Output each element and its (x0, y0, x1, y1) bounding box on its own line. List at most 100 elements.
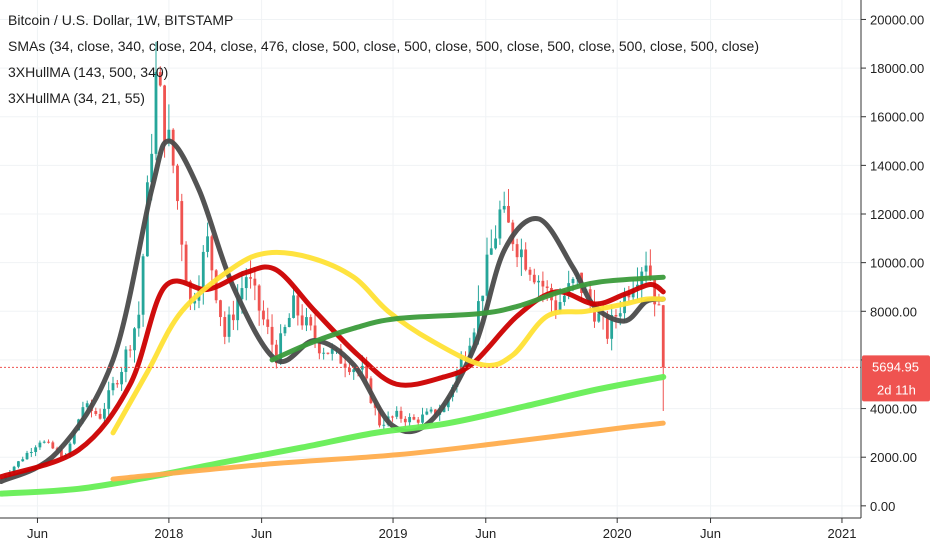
candle-body (477, 301, 480, 333)
candle-body (283, 327, 287, 334)
legend-hull-2[interactable]: 3XHullMA (34, 21, 55) (8, 90, 145, 106)
candle-body (210, 236, 214, 271)
candle-body (253, 278, 257, 286)
candle-body (442, 407, 446, 413)
time-axis[interactable]: Jun 2018 Jun 2019 Jun 2020 Jun 2021 (27, 518, 856, 541)
indicator-line-5 (0, 373, 667, 497)
candle-body (330, 348, 334, 354)
candle-body (597, 313, 601, 322)
candle-body (515, 244, 519, 258)
x-tick-label[interactable]: 2018 (154, 526, 183, 541)
price-badge-value: 5694.95 (872, 359, 919, 374)
indicator-line-4 (269, 274, 666, 363)
candle-body (60, 449, 63, 457)
candle-body (429, 409, 433, 412)
candle-body (193, 300, 197, 304)
candle-body (287, 317, 291, 328)
candle-body (502, 205, 506, 210)
candle-body (154, 72, 158, 154)
candle-body (42, 441, 46, 443)
candle-body (279, 333, 283, 364)
candle-body (120, 371, 123, 385)
candle-body (412, 416, 416, 420)
y-tick-label[interactable]: 16000.00 (870, 110, 924, 125)
candle-body (403, 418, 407, 423)
price-badge: 5694.95 2d 11h (862, 355, 930, 402)
indicator-line-3 (110, 249, 666, 436)
y-tick-label[interactable]: 10000.00 (870, 256, 924, 271)
x-tick-label[interactable]: Jun (700, 526, 721, 541)
candle-body (558, 302, 562, 313)
candle-body (184, 244, 188, 282)
candle-body (657, 304, 661, 306)
candle-body (498, 209, 502, 239)
legend-title[interactable]: Bitcoin / U.S. Dollar, 1W, BITSTAMP (8, 12, 234, 28)
candle-body (150, 153, 154, 183)
candle-body (81, 407, 85, 420)
candle-body (434, 409, 437, 415)
x-tick-label[interactable]: Jun (475, 526, 496, 541)
candle-body (305, 317, 308, 326)
candle-body (34, 447, 38, 453)
candle-body (528, 269, 532, 275)
candle-body (133, 328, 136, 351)
candle-body (103, 408, 106, 419)
candle-body (459, 357, 463, 371)
x-tick-label[interactable]: Jun (251, 526, 272, 541)
candle-body (489, 248, 493, 255)
candle-body (365, 365, 369, 379)
candle-body (524, 249, 528, 270)
candle-body (223, 317, 227, 337)
candle-body (605, 315, 609, 339)
candle-body (627, 293, 631, 298)
candle-body (322, 352, 326, 354)
y-tick-label[interactable]: 0.00 (870, 499, 895, 514)
candle-body (562, 295, 566, 303)
x-tick-label[interactable]: 2020 (603, 526, 632, 541)
legend-sma[interactable]: SMAs (34, close, 340, close, 204, close,… (8, 38, 759, 54)
y-tick-label[interactable]: 18000.00 (870, 61, 924, 76)
candle-body (507, 205, 510, 223)
candle-body (610, 314, 614, 339)
candle-body (47, 441, 50, 443)
candle-body (128, 349, 132, 351)
candle-body (343, 363, 347, 368)
candle-body (257, 285, 261, 311)
candle-body (614, 314, 618, 317)
y-tick-label[interactable]: 2000.00 (870, 450, 917, 465)
candle-body (352, 369, 356, 373)
candle-body (98, 413, 102, 419)
candle-body (201, 251, 205, 289)
price-badge-countdown: 2d 11h (877, 382, 916, 397)
y-tick-label[interactable]: 8000.00 (870, 304, 917, 319)
legend-hull-1[interactable]: 3XHullMA (143, 500, 340) (8, 64, 169, 80)
candle-body (653, 279, 657, 305)
candle-body (171, 129, 175, 166)
candle-body (25, 452, 29, 460)
candle-body (485, 254, 489, 296)
candle-body (274, 344, 278, 364)
x-tick-label[interactable]: Jun (27, 526, 48, 541)
y-tick-label[interactable]: 20000.00 (870, 12, 924, 27)
y-tick-label[interactable]: 4000.00 (870, 402, 917, 417)
price-axis[interactable]: 20000.00 18000.00 16000.00 14000.00 12000.00… (861, 12, 924, 514)
candle-body (29, 452, 33, 454)
candle-body (262, 310, 265, 320)
y-tick-label[interactable]: 12000.00 (870, 207, 924, 222)
legend: Bitcoin / U.S. Dollar, 1W, BITSTAMP SMAs… (8, 7, 759, 111)
x-tick-label[interactable]: 2019 (379, 526, 408, 541)
candle-body (416, 419, 420, 423)
candle-body (300, 315, 304, 326)
candle-body (292, 295, 295, 318)
candle-body (68, 443, 72, 455)
candle-body (38, 442, 42, 448)
candle-body (12, 466, 16, 473)
candle-body (296, 295, 300, 316)
candle-body (51, 442, 55, 449)
candle-body (348, 367, 351, 373)
indicator-lines (0, 138, 667, 497)
x-tick-label[interactable]: 2021 (828, 526, 857, 541)
candle-body (167, 129, 171, 143)
y-tick-label[interactable]: 14000.00 (870, 158, 924, 173)
